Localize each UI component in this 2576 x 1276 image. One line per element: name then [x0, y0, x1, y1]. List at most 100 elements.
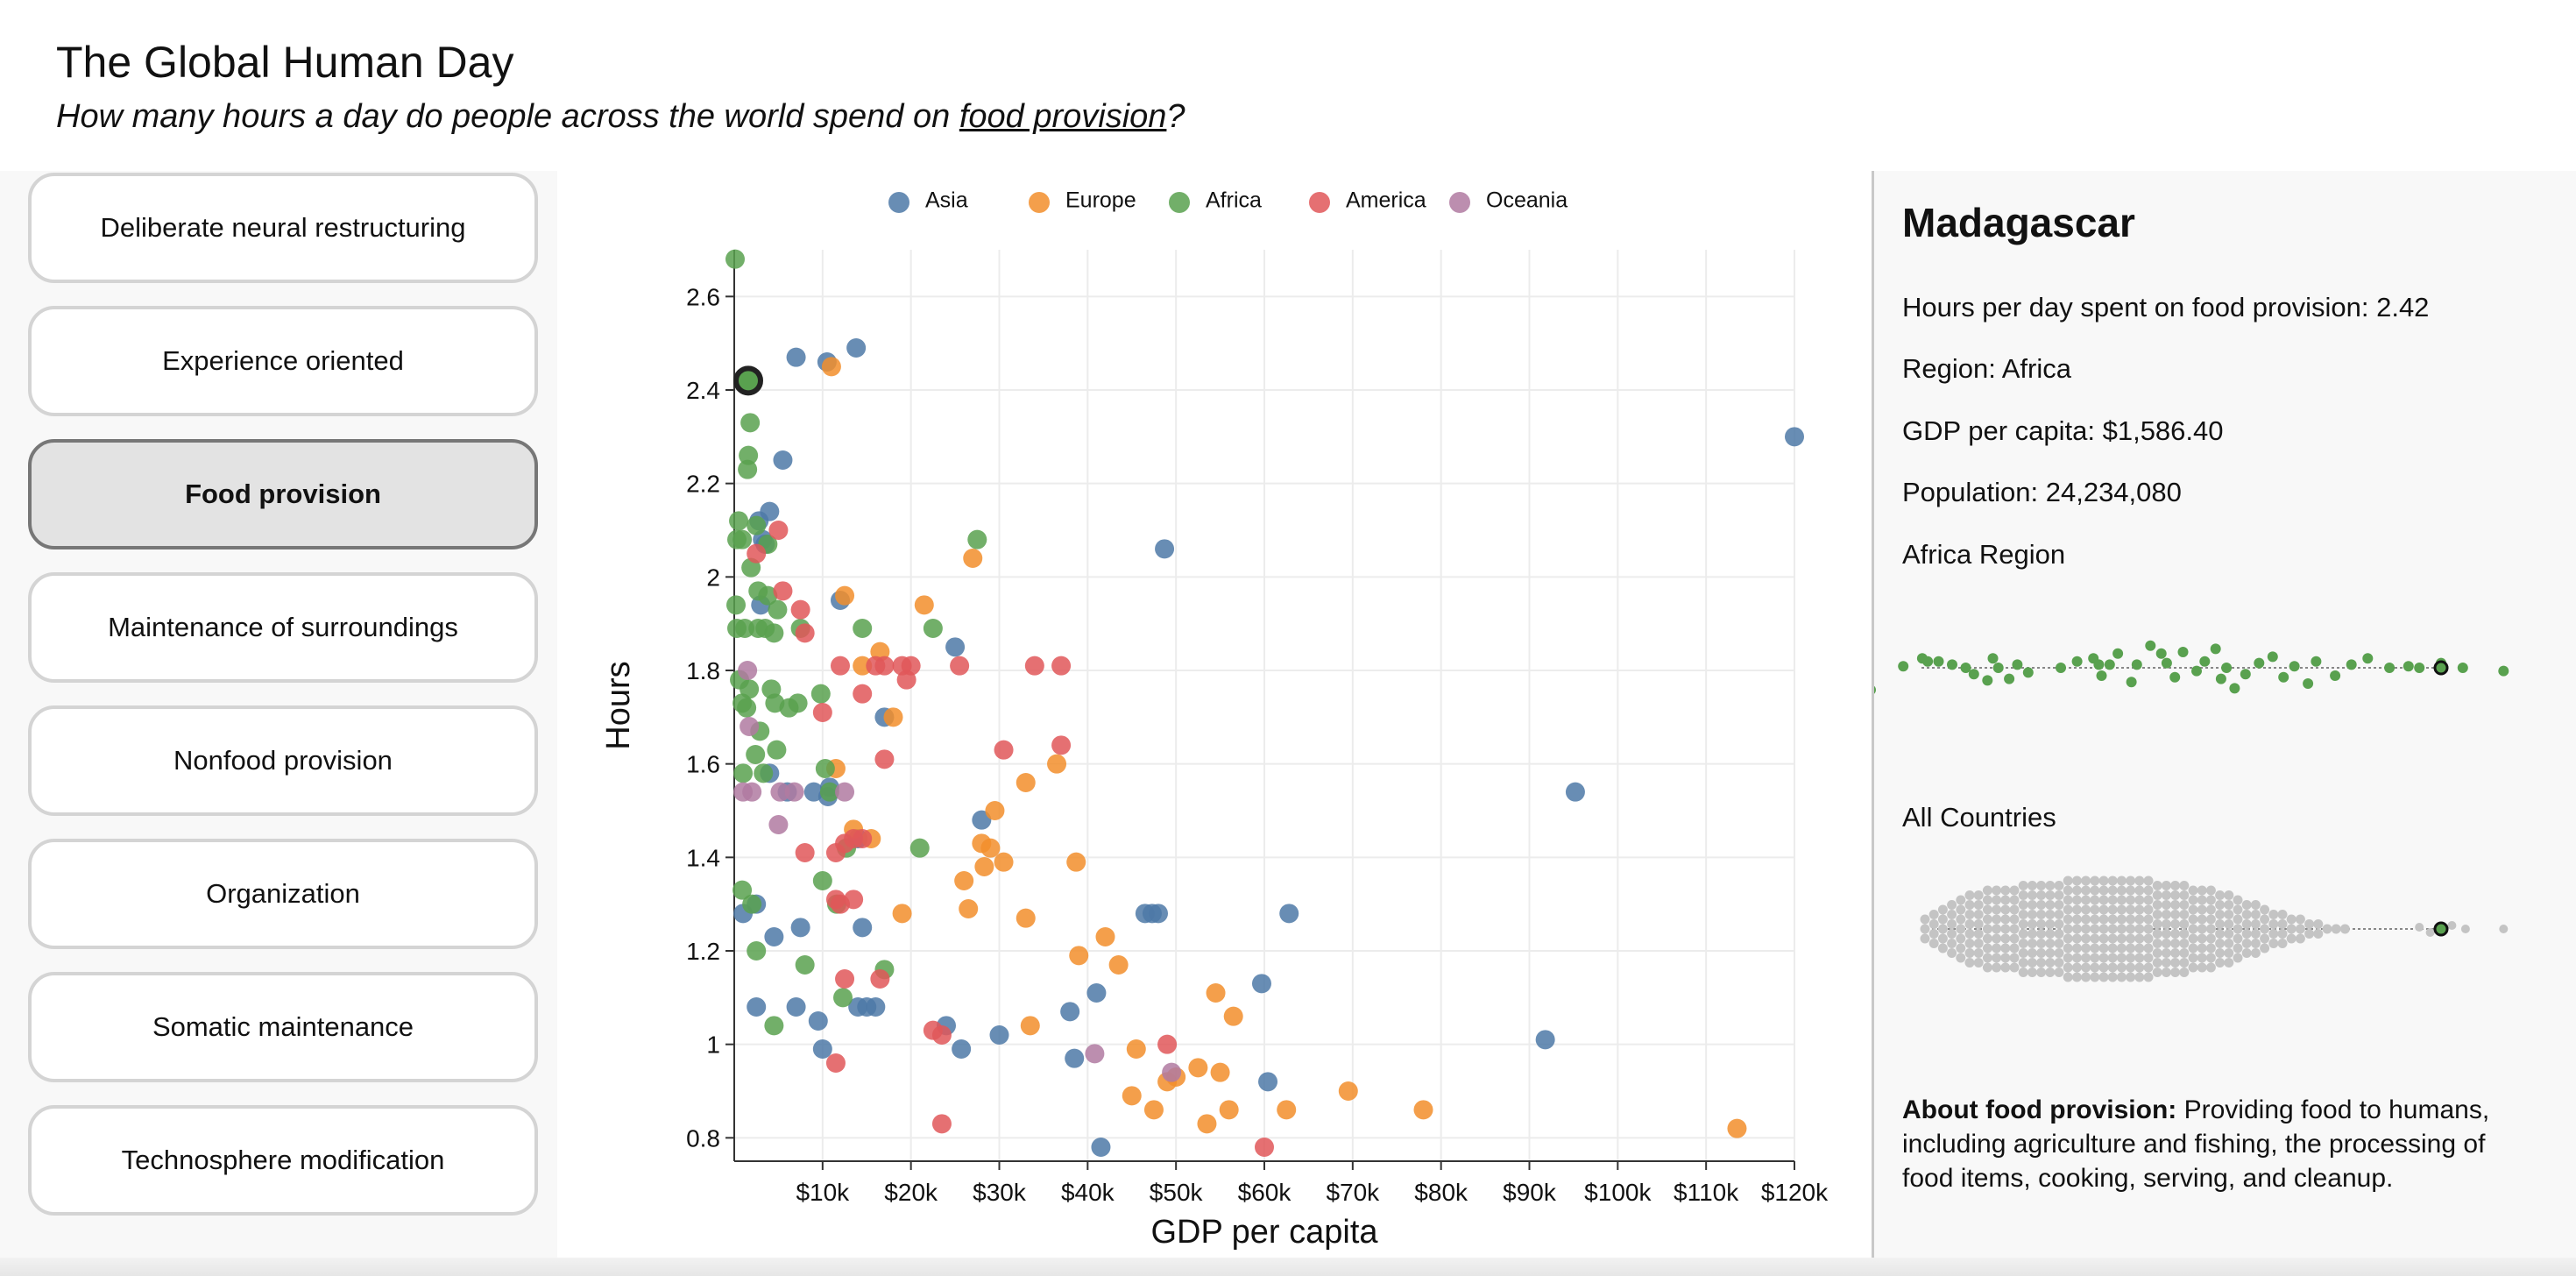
data-point-america[interactable] [950, 656, 970, 676]
data-point-europe[interactable] [853, 656, 873, 676]
data-point-europe[interactable] [980, 838, 1001, 858]
data-point-asia[interactable] [808, 1011, 828, 1031]
data-point-america[interactable] [1255, 1138, 1274, 1157]
category-button-technosphere-modification[interactable]: Technosphere modification [28, 1105, 538, 1216]
data-point-america[interactable] [768, 521, 789, 540]
data-point-asia[interactable] [1086, 983, 1107, 1003]
data-point-africa[interactable] [909, 838, 930, 858]
data-point-europe[interactable] [892, 904, 912, 924]
data-point-europe[interactable] [1219, 1100, 1239, 1120]
category-button-organization[interactable]: Organization [28, 839, 538, 949]
data-point-asia[interactable] [790, 918, 810, 938]
data-point-europe[interactable] [1069, 946, 1089, 966]
data-point-asia[interactable] [1785, 427, 1804, 447]
data-point-asia[interactable] [1155, 539, 1175, 559]
data-point-europe[interactable] [1108, 955, 1129, 975]
data-point-america[interactable] [831, 894, 850, 914]
data-point-asia[interactable] [952, 1039, 972, 1059]
category-button-food-provision[interactable]: Food provision [28, 439, 538, 549]
data-point-africa[interactable] [967, 529, 987, 549]
data-point-america[interactable] [994, 740, 1014, 760]
data-point-europe[interactable] [883, 707, 903, 727]
data-point-oceania[interactable] [770, 782, 790, 802]
data-point-europe[interactable] [1188, 1058, 1208, 1078]
selected-data-point[interactable] [732, 365, 763, 396]
data-point-africa[interactable] [758, 585, 778, 606]
data-point-oceania[interactable] [740, 717, 760, 736]
data-point-europe[interactable] [1016, 773, 1036, 792]
data-point-europe[interactable] [985, 801, 1005, 820]
data-point-america[interactable] [931, 1025, 952, 1045]
data-point-asia[interactable] [866, 997, 886, 1017]
data-point-europe[interactable] [1210, 1062, 1230, 1082]
data-point-europe[interactable] [954, 871, 974, 890]
data-point-oceania[interactable] [1085, 1044, 1105, 1064]
data-point-europe[interactable] [994, 852, 1014, 872]
data-point-america[interactable] [835, 969, 855, 989]
data-point-africa[interactable] [812, 871, 832, 890]
data-point-europe[interactable] [1016, 908, 1036, 928]
data-point-europe[interactable] [963, 549, 983, 568]
data-point-america[interactable] [896, 670, 916, 690]
data-point-america[interactable] [874, 749, 895, 769]
data-point-africa[interactable] [747, 941, 767, 961]
data-point-america[interactable] [853, 684, 873, 704]
data-point-asia[interactable] [989, 1025, 1009, 1045]
data-point-africa[interactable] [853, 619, 873, 638]
data-point-asia[interactable] [812, 1039, 832, 1059]
data-point-africa[interactable] [833, 988, 853, 1008]
data-point-europe[interactable] [835, 585, 855, 606]
legend-item-oceania[interactable]: Oceania [1449, 188, 1568, 213]
data-point-europe[interactable] [1727, 1118, 1747, 1138]
data-point-africa[interactable] [739, 445, 759, 465]
data-point-africa[interactable] [768, 599, 788, 620]
legend-item-africa[interactable]: Africa [1169, 188, 1262, 213]
data-point-america[interactable] [812, 703, 832, 722]
data-point-asia[interactable] [1565, 782, 1585, 802]
data-point-europe[interactable] [1020, 1016, 1040, 1036]
data-point-africa[interactable] [788, 693, 808, 713]
data-point-oceania[interactable] [835, 782, 855, 802]
data-point-africa[interactable] [767, 740, 787, 760]
data-point-america[interactable] [825, 1053, 846, 1073]
data-point-europe[interactable] [1095, 927, 1115, 946]
data-point-asia[interactable] [945, 637, 966, 657]
data-point-europe[interactable] [1122, 1086, 1142, 1106]
data-point-africa[interactable] [923, 619, 943, 638]
data-point-asia[interactable] [786, 997, 806, 1017]
data-point-africa[interactable] [733, 763, 754, 783]
data-point-america[interactable] [747, 543, 767, 564]
data-point-asia[interactable] [1258, 1072, 1278, 1092]
data-point-asia[interactable] [846, 338, 867, 358]
data-point-africa[interactable] [810, 684, 831, 704]
data-point-america[interactable] [831, 656, 850, 676]
data-point-asia[interactable] [1279, 904, 1299, 924]
data-point-europe[interactable] [1143, 1100, 1164, 1120]
data-point-oceania[interactable] [784, 782, 804, 802]
data-point-africa[interactable] [815, 759, 835, 778]
data-point-europe[interactable] [974, 857, 994, 876]
data-point-europe[interactable] [1338, 1081, 1358, 1101]
data-point-oceania[interactable] [1162, 1062, 1182, 1082]
data-point-africa[interactable] [746, 745, 766, 764]
data-point-africa[interactable] [754, 763, 774, 783]
data-point-asia[interactable] [1091, 1138, 1111, 1157]
data-point-asia[interactable] [1535, 1030, 1555, 1050]
data-point-asia[interactable] [1251, 974, 1271, 994]
data-point-europe[interactable] [1277, 1100, 1297, 1120]
data-point-america[interactable] [870, 969, 890, 989]
data-point-america[interactable] [795, 623, 815, 643]
data-point-america[interactable] [853, 829, 873, 848]
data-point-america[interactable] [1024, 656, 1044, 676]
data-point-africa[interactable] [732, 529, 753, 549]
data-point-europe[interactable] [1413, 1100, 1433, 1120]
legend-item-america[interactable]: America [1309, 188, 1426, 213]
data-point-asia[interactable] [1142, 904, 1162, 924]
data-point-africa[interactable] [738, 459, 758, 479]
data-point-africa[interactable] [764, 1016, 784, 1036]
data-point-europe[interactable] [1126, 1039, 1146, 1059]
data-point-africa[interactable] [747, 515, 767, 535]
data-point-asia[interactable] [747, 997, 767, 1017]
data-point-asia[interactable] [853, 918, 873, 938]
data-point-africa[interactable] [729, 511, 749, 531]
